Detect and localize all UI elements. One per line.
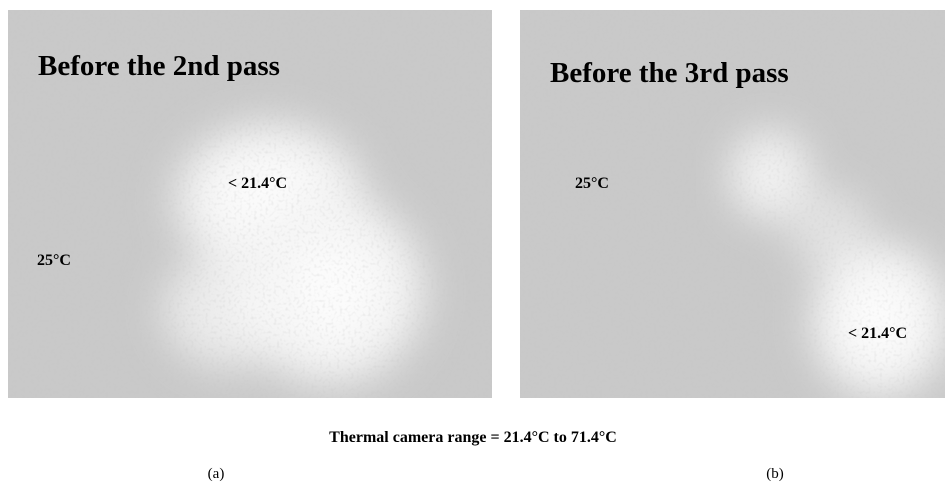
figure-caption: Thermal camera range = 21.4°C to 71.4°C — [329, 429, 617, 446]
panel-caption: (b) — [766, 466, 784, 482]
temp-label: 25°C — [37, 252, 71, 269]
thermal-image-a — [8, 10, 492, 398]
temp-label: 25°C — [575, 175, 609, 192]
panel-title: Before the 2nd pass — [38, 50, 280, 82]
temp-label: < 21.4°C — [228, 175, 287, 192]
temp-label: < 21.4°C — [848, 325, 907, 342]
panel-title: Before the 3rd pass — [550, 57, 789, 89]
panel-caption: (a) — [208, 466, 225, 482]
thermal-image-b — [520, 10, 945, 398]
